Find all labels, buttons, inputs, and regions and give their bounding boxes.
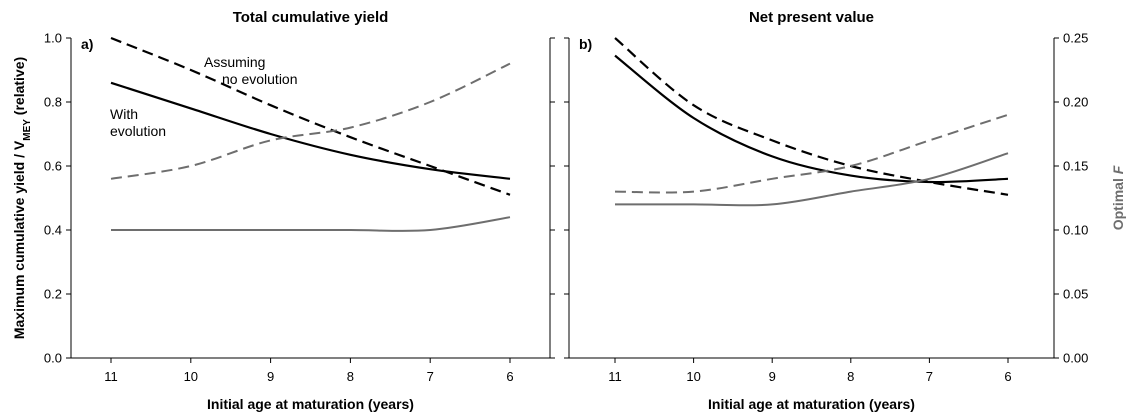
x-tick-label: 7 <box>926 369 933 384</box>
x-tick-label: 11 <box>104 369 118 384</box>
y2-tick-label: 0.20 <box>1063 95 1088 110</box>
y-tick-label: 0.2 <box>44 287 62 302</box>
series-line-black-solid <box>614 54 1009 184</box>
y-tick-label: 0.0 <box>44 351 62 366</box>
x-tick-label: 10 <box>686 369 700 384</box>
y2-tick-label: 0.10 <box>1063 223 1088 238</box>
annotation-with-evolution: evolution <box>110 123 166 139</box>
series-line-black-solid <box>110 81 511 180</box>
chart-title: Total cumulative yield <box>233 9 389 26</box>
y2-tick-label: 0.05 <box>1063 287 1088 302</box>
y2-tick-label: 0.00 <box>1063 351 1088 366</box>
series-line-gray-dashed <box>614 113 1009 194</box>
panel-label: b) <box>579 36 592 52</box>
panel-label: a) <box>81 36 93 52</box>
x-tick-label: 10 <box>184 369 198 384</box>
y2-tick-label: 0.15 <box>1063 159 1088 174</box>
x-tick-label: 11 <box>608 369 622 384</box>
y-tick-label: 1.0 <box>44 31 62 46</box>
series-line-black-dashed <box>110 36 511 196</box>
annotation-no-evolution: no evolution <box>222 71 298 87</box>
x-tick-label: 8 <box>347 369 354 384</box>
series-line-gray-solid <box>110 216 511 232</box>
x-tick-label: 6 <box>1004 369 1011 384</box>
panel-b: Net present value 0.00 0.05 0.10 0.15 0.20 0.2… <box>564 9 1126 412</box>
x-axis-label: Initial age at maturation (years) <box>207 396 414 412</box>
annotation-with-evolution: With <box>110 106 138 122</box>
panel-a: Total cumulative yield 0.0 0.2 0.4 0.6 0.8 1.0… <box>11 9 555 412</box>
series-line-gray-solid <box>615 152 1009 207</box>
x-tick-label: 7 <box>427 369 434 384</box>
chart-title: Net present value <box>749 9 874 26</box>
x-tick-label: 8 <box>847 369 854 384</box>
x-axis-label: Initial age at maturation (years) <box>708 396 915 412</box>
series-line-black-dashed <box>614 37 1009 196</box>
y-tick-label: 0.4 <box>44 223 62 238</box>
x-tick-label: 9 <box>267 369 274 384</box>
y-tick-label: 0.6 <box>44 159 62 174</box>
y2-tick-label: 0.25 <box>1063 31 1088 46</box>
x-tick-label: 6 <box>506 369 513 384</box>
x-tick-label: 9 <box>769 369 776 384</box>
series-line-gray-dashed <box>110 62 511 180</box>
annotation-no-evolution: Assuming <box>204 54 265 70</box>
y-axis-label: Maximum cumulative yield / VMEY (relativ… <box>11 57 33 339</box>
y-tick-label: 0.8 <box>44 95 62 110</box>
y2-axis-label: Optimal F <box>1110 165 1126 230</box>
